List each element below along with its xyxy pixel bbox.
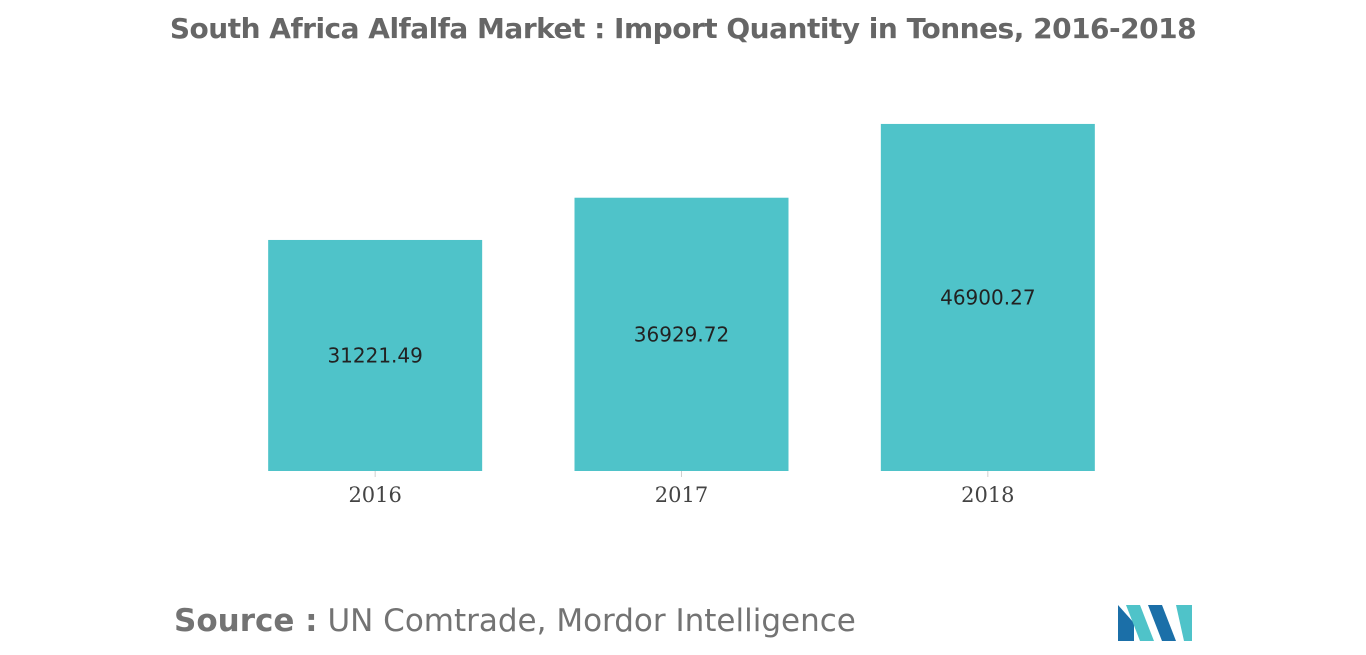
source-line: Source : UN Comtrade, Mordor Intelligenc… <box>174 603 856 639</box>
mordor-intelligence-logo-icon <box>1118 605 1192 641</box>
x-tick-label-2017: 2017 <box>655 483 708 507</box>
data-label-2018: 46900.27 <box>940 285 1035 309</box>
bars-group: 31221.49 36929.72 46900.27 <box>268 123 1095 472</box>
chart-title: South Africa Alfalfa Market : Import Qua… <box>169 12 1197 45</box>
data-label-2016: 31221.49 <box>327 343 422 367</box>
source-text: UN Comtrade, Mordor Intelligence <box>327 603 856 639</box>
source-label: Source : <box>174 603 318 639</box>
x-tick-label-2018: 2018 <box>961 483 1014 507</box>
bar-chart: 31221.49 36929.72 46900.27 2016 2017 2018 <box>268 123 1095 507</box>
data-label-2017: 36929.72 <box>634 322 729 346</box>
bar-2016 <box>268 239 483 471</box>
bar-2017 <box>574 197 789 471</box>
x-tick-label-2016: 2016 <box>348 483 401 507</box>
bar-2018 <box>880 123 1095 472</box>
x-axis: 2016 2017 2018 <box>348 471 1015 507</box>
